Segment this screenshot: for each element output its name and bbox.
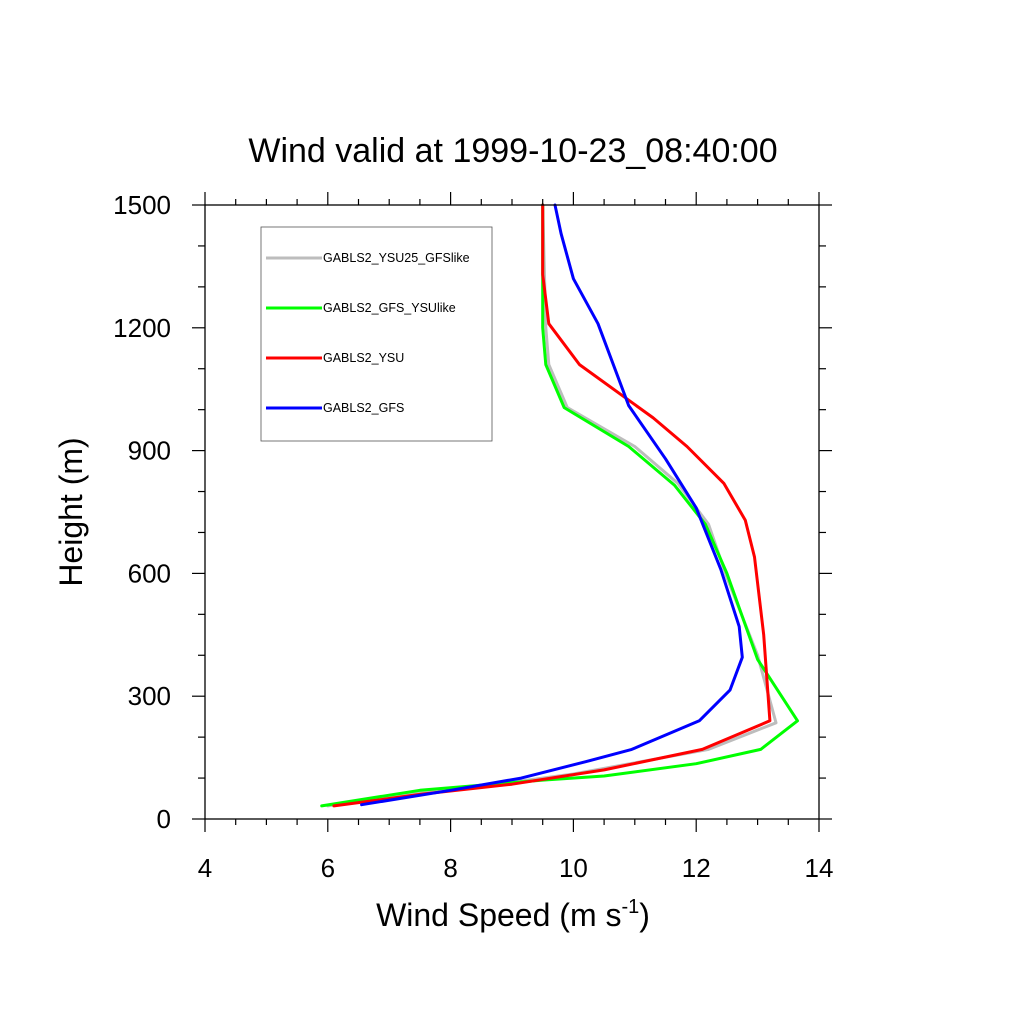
legend-label: GABLS2_YSU [323,351,404,365]
y-tick-label: 900 [128,436,171,466]
legend-label: GABLS2_YSU25_GFSlike [323,251,470,265]
y-tick-label: 600 [128,558,171,588]
series-lines [320,203,799,808]
y-tick-label: 300 [128,681,171,711]
legend: GABLS2_YSU25_GFSlike GABLS2_GFS_YSUlike GA… [260,226,493,442]
axis-ticks [192,192,832,832]
y-axis-label: Height (m) [53,437,89,586]
x-axis-label: Wind Speed (m s-1) [376,896,650,933]
y-tick-label: 0 [157,804,171,834]
x-tick-label: 14 [805,853,834,883]
x-tick-label: 6 [321,853,335,883]
x-axis-label-superscript: -1 [621,896,639,918]
chart-title: Wind valid at 1999-10-23_08:40:00 [248,132,777,170]
series-line-3 [332,203,772,808]
x-tick-label: 4 [198,853,212,883]
x-tick-label: 8 [443,853,457,883]
x-tick-label: 10 [559,853,588,883]
x-tick-label: 12 [682,853,711,883]
y-tick-labels: 0 300 600 900 1200 1500 [113,190,171,834]
series-line-4 [360,203,744,807]
legend-box [260,226,493,442]
series-line-2 [320,203,799,808]
y-tick-label: 1200 [113,313,171,343]
legend-label: GABLS2_GFS [323,401,404,415]
legend-label: GABLS2_GFS_YSUlike [323,301,456,315]
y-tick-label: 1500 [113,190,171,220]
x-tick-labels: 4 6 8 10 12 14 [198,853,834,883]
